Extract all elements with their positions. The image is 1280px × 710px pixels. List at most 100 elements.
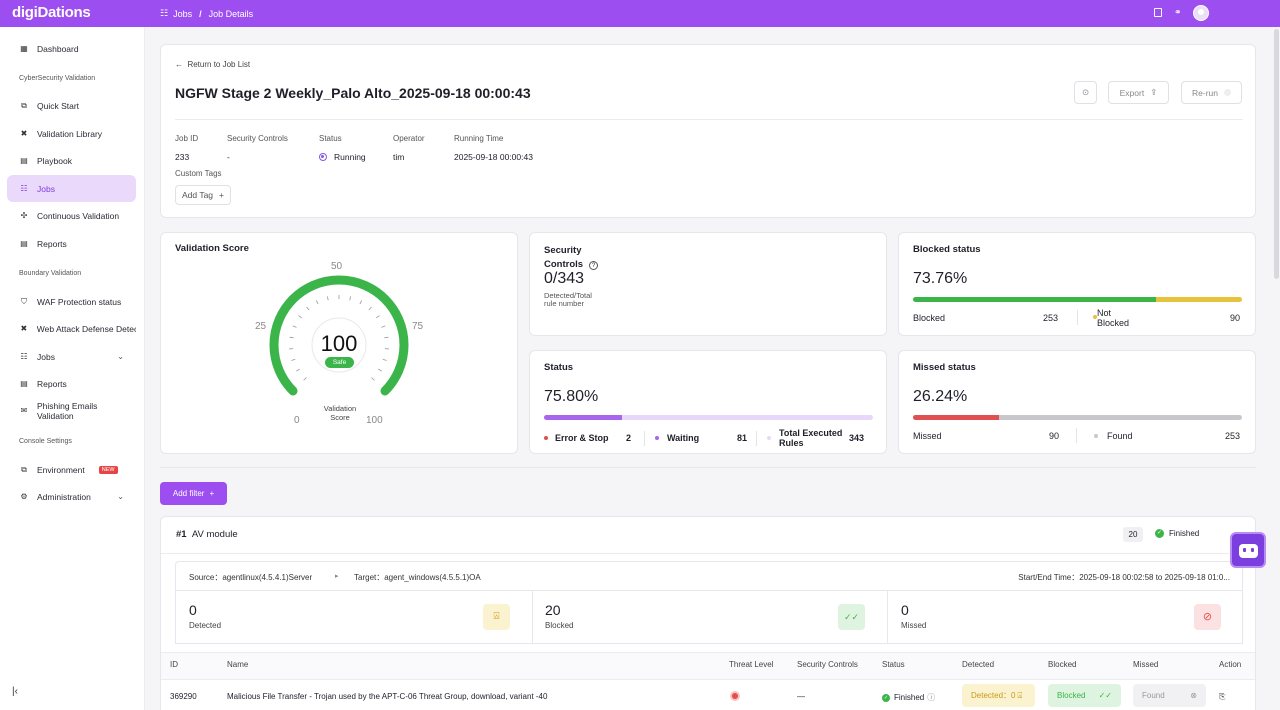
breadcrumb-jobs[interactable]: Jobs [173, 8, 193, 19]
return-link[interactable]: ← Return to Job List [175, 60, 250, 69]
not-blocked-dot [1093, 315, 1097, 319]
add-tag-button[interactable]: Add Tag + [175, 185, 231, 205]
gauge-tick [368, 306, 372, 311]
found-legend-value: 253 [1225, 431, 1241, 441]
found-dot [1094, 434, 1098, 438]
assistant-bot-button[interactable] [1230, 532, 1266, 568]
sidebar-item-validation-library[interactable]: ✖ Validation Library [7, 120, 136, 147]
user-avatar[interactable] [1193, 5, 1209, 21]
column-header-status[interactable]: Status [882, 660, 905, 669]
bot-icon [1239, 544, 1258, 558]
security-controls-label: Security Controls [227, 134, 288, 143]
rerun-button[interactable]: Re-run [1181, 81, 1242, 104]
status-card-title: Status [544, 362, 574, 373]
page-scrollbar[interactable] [1273, 27, 1280, 710]
divider [161, 553, 1255, 554]
export-label: Export [1119, 87, 1145, 98]
sidebar-item-dashboard[interactable]: ▦ Dashboard [7, 35, 136, 62]
plus-icon: + [209, 489, 215, 498]
sidebar-item-playbook[interactable]: ▤ Playbook [7, 147, 136, 174]
sidebar-item-reports[interactable]: ▤ Reports [7, 230, 136, 257]
missed-status-card: Missed status 26.24% Missed 90 Found 253 [898, 350, 1256, 454]
blocked-status-card: Blocked status 73.76% Blocked 253 Not Bl… [898, 232, 1256, 336]
column-header-detected[interactable]: Detected [962, 660, 995, 669]
sidebar-item-jobs[interactable]: ☷ Jobs [7, 175, 136, 202]
missed-status-percent: 26.24% [913, 388, 968, 405]
doc-icon[interactable] [1154, 8, 1162, 17]
column-header-threat[interactable]: Threat Level [729, 660, 774, 669]
sidebar-item-administration[interactable]: ⚙ Administration ⌄ [7, 483, 136, 510]
table-header-row [161, 652, 1255, 680]
sidebar-item-label: Jobs [37, 183, 55, 194]
not-blocked-legend-label: Not Blocked [1097, 308, 1129, 328]
module-name: AV module [191, 529, 238, 540]
chevron-down-icon[interactable]: ⌄ [117, 492, 124, 501]
sidebar-item-reports-boundary[interactable]: ▤ Reports [7, 370, 136, 397]
arrow-left-icon: ← [175, 60, 183, 69]
row-status-label: Finished [894, 693, 925, 702]
arrow-right-icon: ▸ [335, 573, 339, 580]
row-missed-label: Found [1142, 691, 1165, 700]
gauge-tick [349, 296, 352, 301]
view-button[interactable]: ⊙ [1074, 81, 1097, 104]
security-controls-title: Security Controls? [544, 244, 599, 272]
tick-label-0: 0 [294, 415, 300, 426]
sidebar-item-web-attack[interactable]: ✖ Web Attack Defense Detec [7, 315, 136, 342]
not-blocked-legend-value: 90 [1230, 313, 1241, 323]
quick-start-icon: ⧉ [21, 100, 27, 110]
column-header-blocked[interactable]: Blocked [1048, 660, 1077, 669]
gauge-ticks [289, 295, 389, 381]
sidebar-item-phishing[interactable]: ✉ Phishing Emails Validation [7, 397, 136, 424]
missed-fill [913, 415, 1000, 420]
sidebar-item-environment[interactable]: ⧉ Environment NEW [7, 456, 136, 483]
job-id-value: 233 [175, 152, 190, 162]
row-blocked-pill[interactable]: Blocked ✓✓ [1048, 684, 1121, 707]
collapse-sidebar-icon[interactable]: |‹ [12, 686, 18, 697]
security-controls-title-line2: Controls [544, 259, 584, 270]
chevron-down-icon[interactable]: ⌄ [117, 352, 124, 361]
row-id: 369290 [170, 692, 197, 701]
add-filter-button[interactable]: Add filter + [160, 482, 227, 505]
security-controls-card: Security Controls? 0/343 Detected/Total … [529, 232, 887, 336]
sidebar-item-label: Validation Library [37, 128, 103, 139]
shield-icon: ⛉ [21, 296, 27, 306]
blocked-check-icon: ✓✓ [838, 604, 865, 630]
export-button[interactable]: Export ⇪ [1108, 81, 1169, 104]
sidebar-item-waf[interactable]: ⛉ WAF Protection status [7, 288, 136, 315]
status-text: Running [334, 152, 366, 162]
row-name[interactable]: Malicious File Transfer - Trojan used by… [227, 692, 548, 701]
module-index: #1 [176, 529, 187, 540]
running-time-value: 2025-09-18 00:00:43 [454, 152, 533, 162]
job-header-card: ← Return to Job List NGFW Stage 2 Weekly… [160, 44, 1256, 218]
scrollbar-thumb[interactable] [1274, 29, 1279, 279]
gauge-tick [326, 296, 329, 301]
top-bar: digiDations ☷ Jobs / Job Details ⚭ [0, 0, 1280, 27]
detected-icon: ⍓ [1017, 690, 1023, 700]
info-icon[interactable]: ⓘ [927, 693, 936, 702]
column-header-name[interactable]: Name [227, 660, 249, 669]
help-icon[interactable]: ? [589, 260, 599, 270]
operator-value: tim [393, 152, 405, 162]
sidebar-item-continuous-validation[interactable]: ✣ Continuous Validation [7, 202, 136, 229]
security-controls-sub-line2: rule number [544, 299, 585, 308]
row-missed-pill[interactable]: Found ⊗ [1133, 684, 1206, 707]
sidebar-item-label: Phishing Emails Validation [36, 400, 98, 421]
executed-label-line1: Total Executed [779, 428, 843, 438]
running-time-label: Running Time [454, 134, 504, 143]
detected-icon: ⍓ [483, 604, 510, 630]
module-header[interactable]: #1 AV module [176, 529, 238, 540]
row-detected-pill[interactable]: Detected：0 ⍓ [962, 684, 1035, 707]
app-logo[interactable]: digiDations [12, 4, 91, 21]
sidebar-item-jobs-boundary[interactable]: ☷ Jobs ⌄ [7, 343, 136, 370]
legend-divider [1076, 428, 1077, 443]
status-fill [544, 415, 622, 420]
row-action-icon[interactable]: ⎘ [1219, 692, 1226, 701]
link-icon[interactable]: ⚭ [1174, 7, 1182, 17]
column-header-missed[interactable]: Missed [1133, 660, 1159, 669]
column-header-controls[interactable]: Security Controls [797, 660, 858, 669]
missed-count: 0 [901, 602, 909, 618]
sidebar-item-quick-start[interactable]: ⧉ Quick Start [7, 92, 136, 119]
sidebar-section-boundary: Boundary Validation [19, 270, 82, 277]
column-header-id[interactable]: ID [170, 660, 178, 669]
status-progress-bar [544, 415, 873, 420]
